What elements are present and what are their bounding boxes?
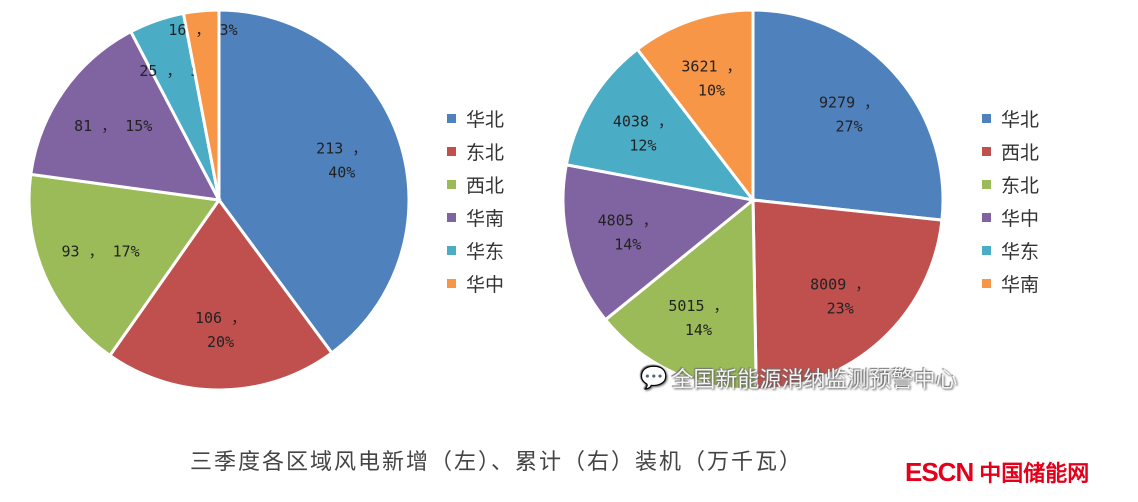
pie-slice-华东	[564, 47, 757, 203]
watermark: 💬 全国新能源消纳监测预警中心	[640, 362, 957, 394]
logo-brand: ESCN	[905, 457, 974, 487]
data-label: 8009 ， 23%	[810, 275, 870, 317]
pie-slice-华南	[29, 29, 222, 202]
legend-swatch	[447, 180, 456, 189]
legend-item: 西北	[982, 135, 1039, 168]
legend-swatch	[447, 246, 456, 255]
data-label: 25 ， 5%	[139, 62, 208, 80]
legend-item: 华中	[982, 201, 1039, 234]
left-pie-chart: 213 ， 40% 106 ， 20% 93 ， 17% 81 ， 15% 25 ， 5% 1…	[27, 8, 411, 392]
legend-swatch	[447, 114, 456, 123]
data-label: 16 ， 3%	[168, 21, 237, 39]
legend-item: 西北	[447, 168, 504, 201]
data-label: 93 ， 17%	[61, 243, 139, 261]
legend-label: 华东	[466, 241, 505, 263]
legend-item: 华北	[982, 102, 1039, 135]
data-label: 213 ， 40%	[316, 140, 367, 182]
legend-label: 东北	[466, 142, 505, 164]
pie-slice-东北	[603, 196, 758, 392]
logo: ESCN 中国储能网	[905, 456, 1089, 488]
pie-slice-华南	[635, 8, 755, 205]
legend-item: 东北	[982, 168, 1039, 201]
legend-label: 华南	[466, 208, 505, 230]
legend-label: 华南	[1001, 274, 1040, 296]
legend-swatch	[447, 147, 456, 156]
legend-label: 西北	[1001, 142, 1040, 164]
pie-slice-东北	[107, 197, 334, 392]
legend-swatch	[447, 213, 456, 222]
data-label: 5015 ， 14%	[668, 297, 728, 339]
logo-name: 中国储能网	[979, 461, 1090, 486]
right-legend: 华北西北东北华中华东华南	[982, 102, 1039, 300]
pie-slice-华北	[217, 8, 411, 356]
legend-item: 华北	[447, 102, 504, 135]
legend-swatch	[982, 114, 991, 123]
legend-swatch	[447, 279, 456, 288]
legend-label: 华北	[466, 109, 505, 131]
legend-swatch	[982, 279, 991, 288]
data-label: 3621 ， 10%	[681, 58, 741, 100]
legend-label: 东北	[1001, 175, 1040, 197]
legend-item: 华南	[982, 267, 1039, 300]
legend-label: 华北	[1001, 109, 1040, 131]
pie-slice-华中	[561, 162, 757, 322]
legend-swatch	[982, 213, 991, 222]
right-pie-chart: 9279 ， 27% 8009 ， 23% 5015 ， 14% 4805 ， 14% 4038…	[561, 8, 945, 392]
data-label: 4038 ， 12%	[613, 112, 673, 154]
legend-label: 华中	[1001, 208, 1040, 230]
data-label: 106 ， 20%	[195, 309, 246, 351]
legend-item: 华中	[447, 267, 504, 300]
legend-label: 华东	[1001, 241, 1040, 263]
data-label: 81 ， 15%	[74, 117, 152, 135]
legend-swatch	[982, 147, 991, 156]
legend-swatch	[982, 180, 991, 189]
chart-caption: 三季度各区域风电新增（左）、累计（右）装机（万千瓦）	[190, 450, 804, 475]
legend-item: 华东	[982, 234, 1039, 267]
legend-swatch	[982, 246, 991, 255]
legend-item: 华东	[447, 234, 504, 267]
left-legend: 华北东北西北华南华东华中	[447, 102, 504, 300]
legend-label: 西北	[466, 175, 505, 197]
data-label: 9279 ， 27%	[819, 94, 879, 136]
data-label: 4805 ， 14%	[598, 212, 658, 254]
legend-item: 华南	[447, 201, 504, 234]
pie-slice-华中	[181, 8, 221, 201]
wechat-icon: 💬	[640, 365, 668, 391]
pie-slice-西北	[27, 172, 222, 358]
pie-slice-华北	[751, 8, 945, 222]
pie-slice-西北	[751, 198, 944, 392]
legend-item: 东北	[447, 135, 504, 168]
watermark-text: 全国新能源消纳监测预警中心	[671, 368, 958, 393]
legend-label: 华中	[466, 274, 505, 296]
